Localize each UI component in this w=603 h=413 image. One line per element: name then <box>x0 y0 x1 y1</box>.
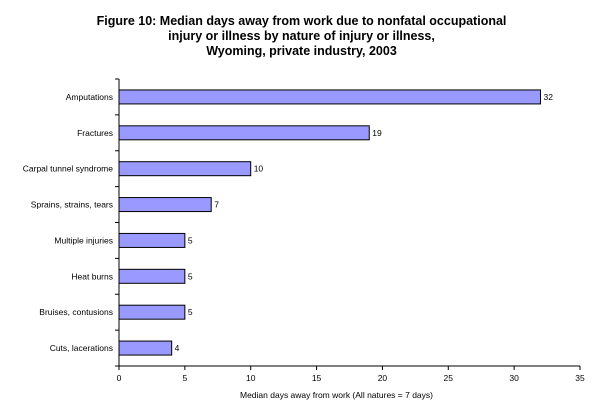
data-label-amputations: 32 <box>543 92 553 102</box>
chart-title-line-2: injury or illness by nature of injury or… <box>168 29 435 43</box>
bar-amputations <box>118 89 541 105</box>
axes-layer: Amputations Fractures Carpal tunnel syndro… <box>23 78 585 383</box>
x-tick-label-30: 30 <box>509 373 519 383</box>
bar-cuts-lacerations <box>118 340 173 356</box>
bars-layer: 32 19 10 7 5 5 5 4 <box>118 89 553 356</box>
x-tick-label-35: 35 <box>575 373 585 383</box>
chart-title-line-1: Figure 10: Median days away from work du… <box>96 14 507 28</box>
category-label-sprains-strains-tears: Sprains, strains, tears <box>31 200 113 210</box>
bar-sprains-strains-tears <box>118 197 212 213</box>
category-label-bruises-contusions: Bruises, contusions <box>39 307 113 317</box>
x-tick-label-15: 15 <box>312 373 322 383</box>
category-label-amputations: Amputations <box>66 92 113 102</box>
category-label-heat-burns: Heat burns <box>71 271 113 281</box>
bar-bruises-contusions <box>118 304 186 320</box>
bar-carpal-tunnel-syndrome <box>118 161 252 177</box>
data-label-carpal-tunnel-syndrome: 10 <box>254 164 264 174</box>
data-label-bruises-contusions: 5 <box>188 307 193 317</box>
bar-heat-burns <box>118 268 186 284</box>
category-label-multiple-injuries: Multiple injuries <box>54 235 113 245</box>
x-axis-title: Median days away from work (All natures … <box>240 390 433 400</box>
data-label-heat-burns: 5 <box>188 271 193 281</box>
category-label-cuts-lacerations: Cuts, lacerations <box>50 343 113 353</box>
chart-title-line-3: Wyoming, private industry, 2003 <box>206 44 397 58</box>
x-tick-label-25: 25 <box>444 373 454 383</box>
data-label-fractures: 19 <box>372 128 382 138</box>
category-label-fractures: Fractures <box>77 128 113 138</box>
data-label-sprains-strains-tears: 7 <box>214 200 219 210</box>
data-label-multiple-injuries: 5 <box>188 235 193 245</box>
bar-fractures <box>118 125 370 141</box>
x-tick-label-5: 5 <box>182 373 187 383</box>
x-tick-label-0: 0 <box>117 373 122 383</box>
x-tick-label-20: 20 <box>378 373 388 383</box>
data-label-cuts-lacerations: 4 <box>175 343 180 353</box>
x-tick-label-10: 10 <box>246 373 256 383</box>
bar-multiple-injuries <box>118 232 186 248</box>
chart-title: Figure 10: Median days away from work du… <box>0 14 603 59</box>
category-label-carpal-tunnel-syndrome: Carpal tunnel syndrome <box>23 164 114 174</box>
